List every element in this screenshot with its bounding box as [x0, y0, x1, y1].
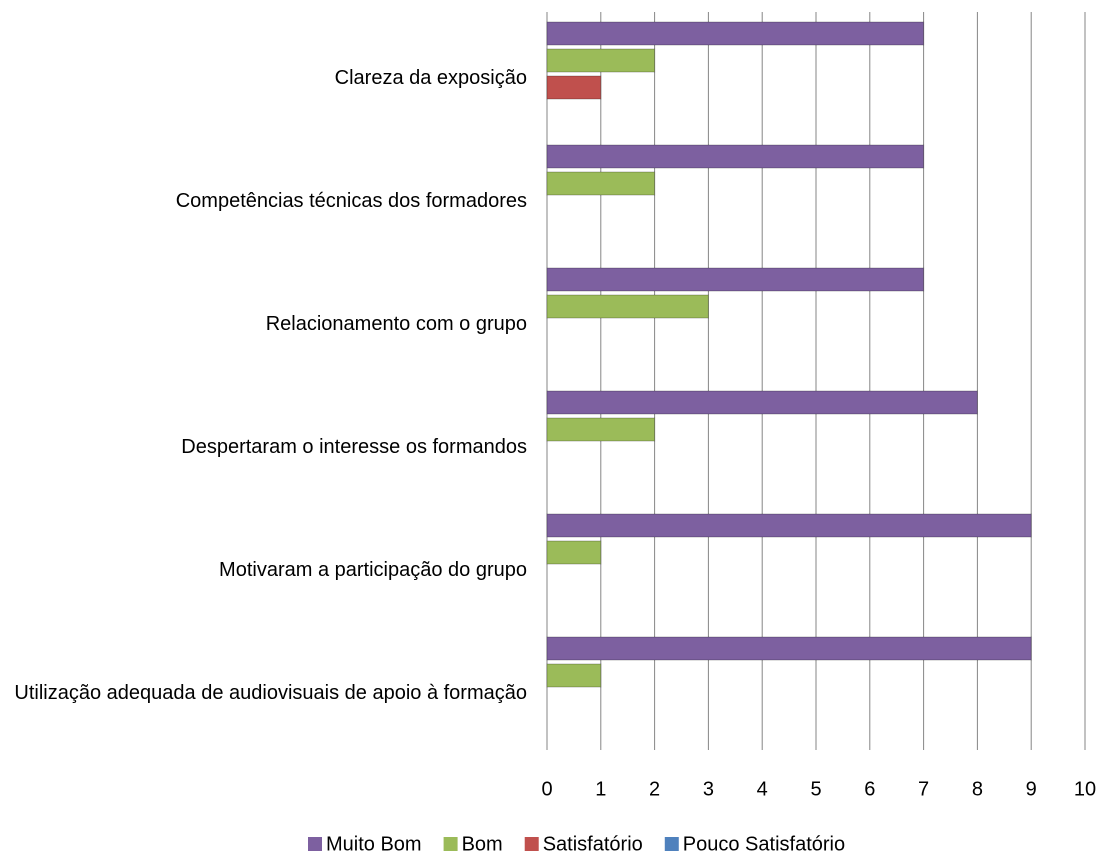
bar	[546, 513, 1032, 538]
legend-label: Satisfatório	[543, 833, 643, 855]
y-tick-label: Motivaram a participação do grupo	[219, 558, 527, 581]
y-tick-label: Despertaram o interesse os formandos	[181, 435, 527, 458]
x-tick-label: 5	[810, 778, 821, 800]
legend-label: Pouco Satisfatório	[683, 833, 845, 855]
bar	[546, 636, 1032, 661]
y-tick-label: Utilização adequada de audiovisuais de a…	[14, 681, 527, 704]
bar	[546, 75, 602, 100]
bar	[546, 540, 602, 565]
bar	[546, 294, 709, 319]
y-tick-label: Clareza da exposição	[334, 66, 527, 89]
legend-label: Muito Bom	[326, 833, 422, 855]
legend-swatch	[308, 837, 322, 851]
legend-label: Bom	[462, 833, 503, 855]
x-tick-label: 10	[1074, 778, 1096, 800]
bar	[546, 663, 602, 688]
bar	[546, 171, 656, 196]
bar	[546, 48, 656, 73]
x-tick-label: 8	[972, 778, 983, 800]
x-tick-label: 1	[595, 778, 606, 800]
y-tick-label: Relacionamento com o grupo	[265, 312, 527, 335]
bar	[546, 267, 925, 292]
legend-swatch	[443, 837, 458, 851]
x-tick-label: 2	[649, 778, 660, 800]
y-tick-label: Competências técnicas dos formadores	[175, 189, 527, 212]
bar	[546, 144, 925, 169]
x-tick-label: 4	[757, 778, 768, 800]
bar	[546, 417, 656, 442]
bar	[546, 21, 925, 46]
legend-swatch	[664, 837, 679, 851]
legend-swatch	[524, 837, 539, 851]
x-tick-label: 0	[541, 778, 552, 800]
x-tick-label: 3	[703, 778, 714, 800]
bar	[546, 390, 978, 415]
x-tick-label: 6	[864, 778, 875, 800]
x-tick-label: 7	[918, 778, 929, 800]
x-tick-label: 9	[1026, 778, 1037, 800]
